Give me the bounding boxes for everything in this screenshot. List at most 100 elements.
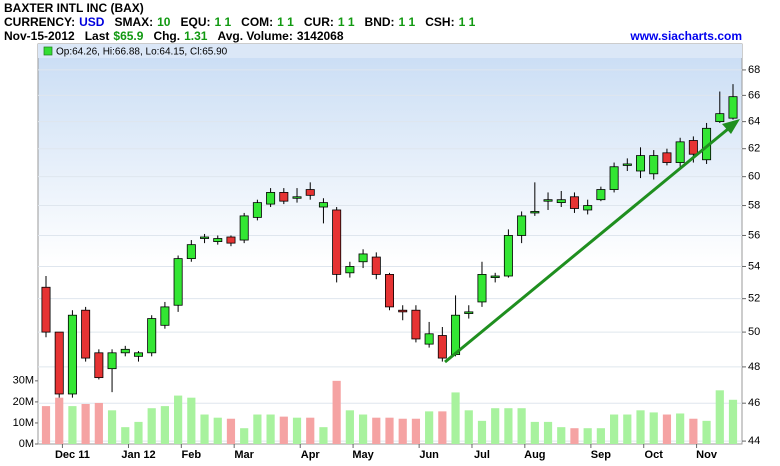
candle-body [688,140,698,155]
info-label: Avg. Volume: [217,29,293,43]
volume-bar [319,427,328,444]
candle-body [279,192,289,202]
info-value: 1 1 [398,15,416,29]
x-tick-label: Aug [524,449,545,461]
candle-body [517,215,527,236]
volume-bar [583,428,592,444]
candle-body [398,309,408,313]
x-tick-label: Mar [234,449,254,461]
candle-body [67,314,77,395]
x-tick-label: May [352,449,374,461]
title: BAXTER INTL INC (BAX) [4,1,144,15]
x-tick-label: Jan 12 [121,449,155,461]
y2-tick-label: 10M [13,417,34,429]
candle-body [437,335,447,359]
candle-body [120,348,130,354]
candle-body [107,352,117,370]
candle-body [636,155,646,172]
volume-bar [306,417,315,444]
x-tick-label: Jul [474,449,490,461]
candle-body [662,152,672,163]
candle-body [451,314,461,355]
volume-bar [662,414,672,444]
volume-bar [213,417,222,444]
candle-body [543,199,553,202]
info-value: 10 [157,15,171,29]
info-value: 1 1 [214,15,232,29]
legend-text: Op:64.26, Hi:66.88, Lo:64.15, Cl:65.90 [56,47,228,58]
candle-body [622,163,632,166]
y-tick-label: 48 [748,361,760,373]
legend-band [38,44,742,58]
candle-body [318,202,328,208]
volume-bar [557,427,566,444]
volume-bar [147,408,156,444]
candle-body [186,244,196,260]
candle-body [424,333,434,345]
candle-body [81,309,91,359]
x-tick-label: Nov [696,449,718,461]
volume-bar [477,420,487,444]
info-label: BND: [364,15,395,29]
candle-body [54,331,64,395]
candle-body [292,196,302,199]
candle-body [239,215,249,241]
y2-tick-label: 0M [19,438,34,450]
info-value: 3142068 [296,29,344,43]
volume-bar [55,397,64,444]
volume-bar [728,399,738,444]
x-tick-label: Jun [419,449,439,461]
volume-bar [358,414,368,444]
candle-body [477,274,487,303]
info-label: COM: [241,15,274,29]
volume-bar [292,417,302,444]
candle-body [609,166,619,190]
volume-bar [279,416,288,444]
candle-body [556,199,566,204]
candle-body [530,211,540,214]
info-label: EQU: [180,15,211,29]
candle-body [464,311,474,314]
volume-bar [253,414,262,444]
volume-bar [438,411,447,444]
volume-bar [240,428,249,444]
candle-body [305,189,315,196]
candle-body [503,235,513,277]
y-tick-label: 56 [748,229,760,241]
candle-body [332,209,342,275]
candle-body [490,275,500,279]
volume-bar [610,414,619,444]
volume-bar [517,408,526,444]
y-tick-label: 52 [748,293,760,305]
x-tick-label: Dec 11 [55,449,90,461]
volume-bar [689,418,698,444]
volume-bar [134,421,143,444]
volume-bar [676,413,685,444]
y-tick-label: 68 [748,64,760,76]
candle-body [371,256,381,275]
y-tick-label: 66 [748,89,760,101]
volume-bar [372,417,381,444]
candle-body [226,236,236,244]
info-label: Chg. [153,29,181,43]
info-value: $65.9 [113,29,144,43]
candle-body [728,96,738,119]
info-label: Last [84,29,110,43]
volume-bar [570,428,579,444]
website-link[interactable]: www.siacharts.com [630,29,742,43]
candle-body [147,318,157,354]
x-tick-label: Feb [182,449,202,461]
candle-body [411,309,421,340]
info-value: 1 1 [277,15,294,29]
info-label: Nov-15-2012 [4,29,75,43]
volume-bar [266,414,275,444]
y-tick-label: 64 [748,116,760,128]
candle-body [358,253,368,263]
candle-body [583,205,593,211]
info-label: CSH: [425,15,455,29]
candle-body [41,286,51,333]
trend-arrowhead [722,119,740,134]
volume-bar [200,414,209,444]
